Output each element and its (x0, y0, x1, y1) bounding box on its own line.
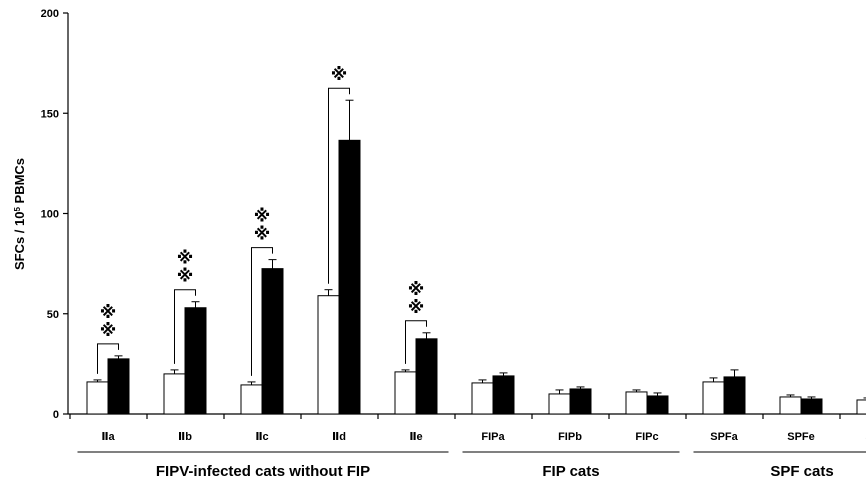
category-label: Ⅱc (255, 431, 268, 443)
y-axis-label-tail: PBMCs (12, 158, 27, 207)
significance-mark: ※ (331, 65, 348, 84)
significance-mark: ※ (254, 225, 271, 244)
group-labels: FIPV-infected cats without FIP FIP cats SP… (77, 451, 866, 480)
y-axis-label-superscript: 5 (13, 207, 22, 212)
significance-bracket (251, 247, 273, 376)
significance-mark: ※ (177, 249, 194, 268)
y-axis: 0 50 100 150 200 (41, 8, 69, 421)
category-label: Ⅱd (332, 431, 346, 443)
significance-mark: ※ (100, 303, 117, 322)
y-tick-label: 150 (41, 108, 59, 120)
bar-filled (107, 358, 130, 415)
bar-open (394, 371, 417, 415)
bar-open (471, 382, 494, 415)
significance-bracket (97, 343, 119, 374)
y-axis-label: SFCs / 105 PBMCs (12, 158, 27, 270)
y-axis-label-main: SFCs / 10 (12, 212, 27, 271)
significance-annotations: ※※※※※※※※※ (97, 65, 427, 376)
significance-mark: ※ (254, 207, 271, 226)
significance-mark: ※ (408, 280, 425, 299)
bar-filled (184, 307, 207, 415)
group-label: FIPV-infected cats without FIP (156, 463, 370, 480)
bar-filled (723, 376, 746, 415)
significance-bracket (174, 289, 196, 364)
bar-filled (800, 398, 823, 415)
bar-open (856, 399, 866, 415)
bar-filled (492, 375, 515, 415)
bar-open (86, 381, 109, 415)
bar-open (702, 381, 725, 415)
bar-open (240, 384, 263, 415)
category-label: FIPa (481, 431, 505, 443)
group-label: SPF cats (770, 463, 833, 480)
bar-open (548, 393, 571, 415)
x-axis: ⅡaⅡbⅡcⅡdⅡeFIPaFIPbFIPcSPFaSPFeSPFf (68, 413, 866, 443)
significance-mark: ※ (177, 267, 194, 286)
bar-open (625, 391, 648, 415)
significance-bracket (328, 87, 350, 284)
significance-mark: ※ (408, 298, 425, 317)
category-label: FIPc (635, 431, 658, 443)
y-tick-label: 100 (41, 209, 59, 221)
y-tick-label: 200 (41, 8, 59, 20)
significance-mark: ※ (100, 321, 117, 340)
bar-open (779, 396, 802, 415)
y-tick-label: 0 (53, 409, 59, 421)
significance-bracket (405, 320, 427, 364)
bar-filled (569, 388, 592, 415)
bars (86, 99, 866, 415)
y-tick-label: 50 (47, 309, 59, 321)
category-label: FIPb (558, 431, 582, 443)
category-label: SPFa (710, 431, 738, 443)
category-label: Ⅱb (178, 431, 192, 443)
bar-filled (338, 139, 361, 415)
category-label: SPFe (787, 431, 815, 443)
bar-filled (261, 268, 284, 415)
bar-open (317, 295, 340, 415)
category-label: Ⅱa (101, 431, 115, 443)
category-label: Ⅱe (409, 431, 422, 443)
bar-filled (646, 395, 669, 415)
group-label: FIP cats (542, 463, 599, 480)
bar-filled (415, 338, 438, 415)
bar-open (163, 373, 186, 415)
